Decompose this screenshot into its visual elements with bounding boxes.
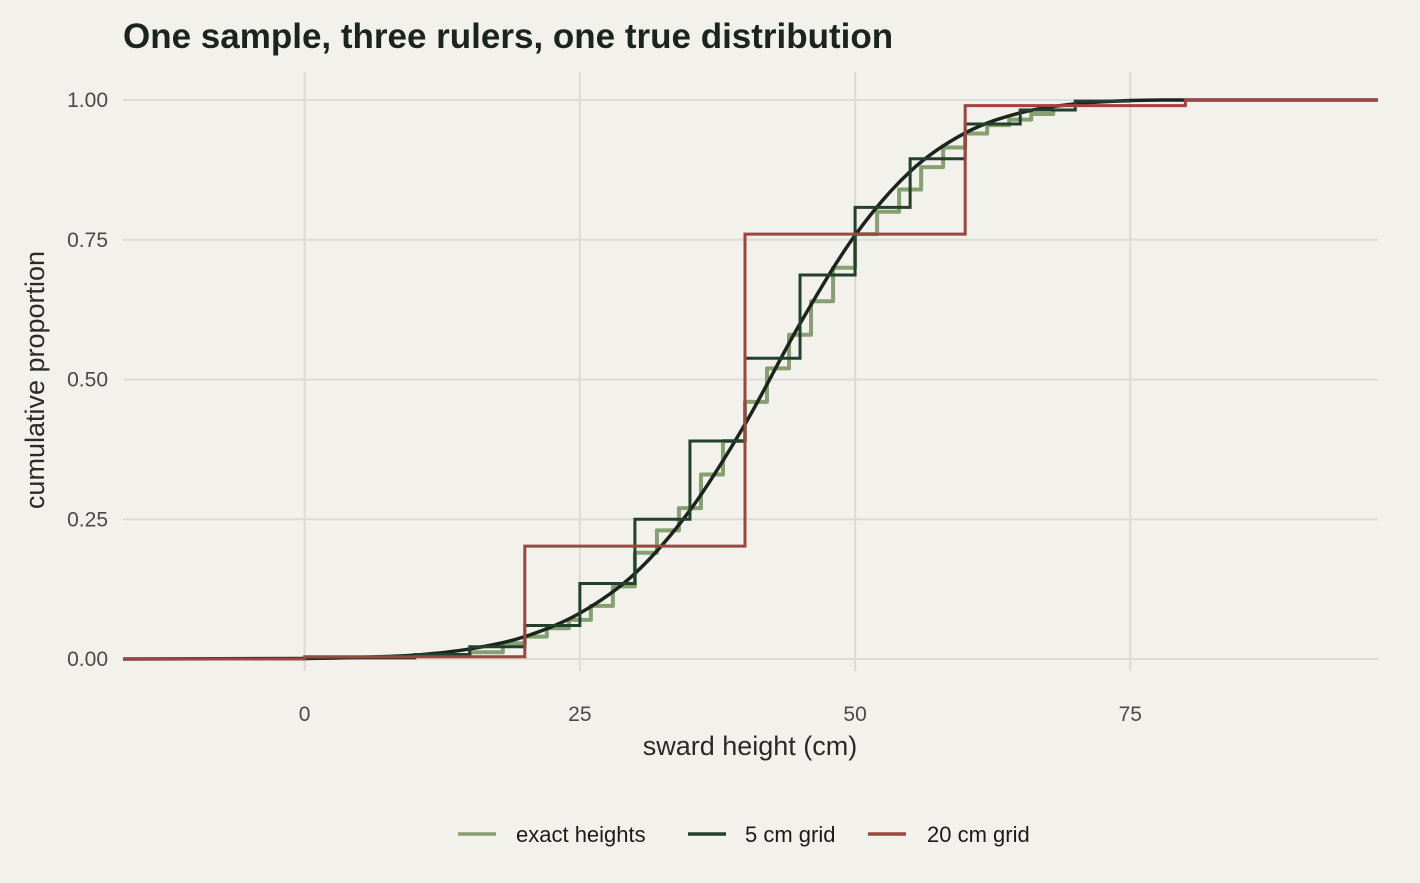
legend-label: 5 cm grid (745, 822, 835, 847)
y-tick-label: 1.00 (67, 89, 108, 112)
chart-title: One sample, three rulers, one true distr… (123, 17, 893, 56)
y-axis-title: cumulative proportion (20, 251, 50, 509)
true-distribution-curve (122, 98, 1379, 661)
legend: exact heights 5 cm grid 20 cm grid (458, 822, 1030, 847)
series-5cm-grid (183, 99, 1131, 661)
x-tick-label: 50 (843, 703, 866, 726)
grid (123, 72, 1378, 671)
y-tick-label: 0.00 (67, 648, 108, 671)
legend-label: 20 cm grid (927, 822, 1030, 847)
y-tick-label: 0.50 (67, 369, 108, 392)
y-tick-label: 0.25 (67, 508, 108, 531)
axis-ticks: 0 25 50 75 0.00 0.25 0.50 0.75 1.00 (67, 89, 1142, 726)
x-tick-label: 0 (299, 703, 311, 726)
legend-label: exact heights (516, 822, 646, 847)
series-20cm-grid (123, 98, 1378, 661)
x-tick-label: 75 (1119, 703, 1142, 726)
plot-area (122, 98, 1379, 661)
x-tick-label: 25 (568, 703, 591, 726)
y-tick-label: 0.75 (67, 229, 108, 252)
x-axis-title: sward height (cm) (643, 731, 858, 761)
